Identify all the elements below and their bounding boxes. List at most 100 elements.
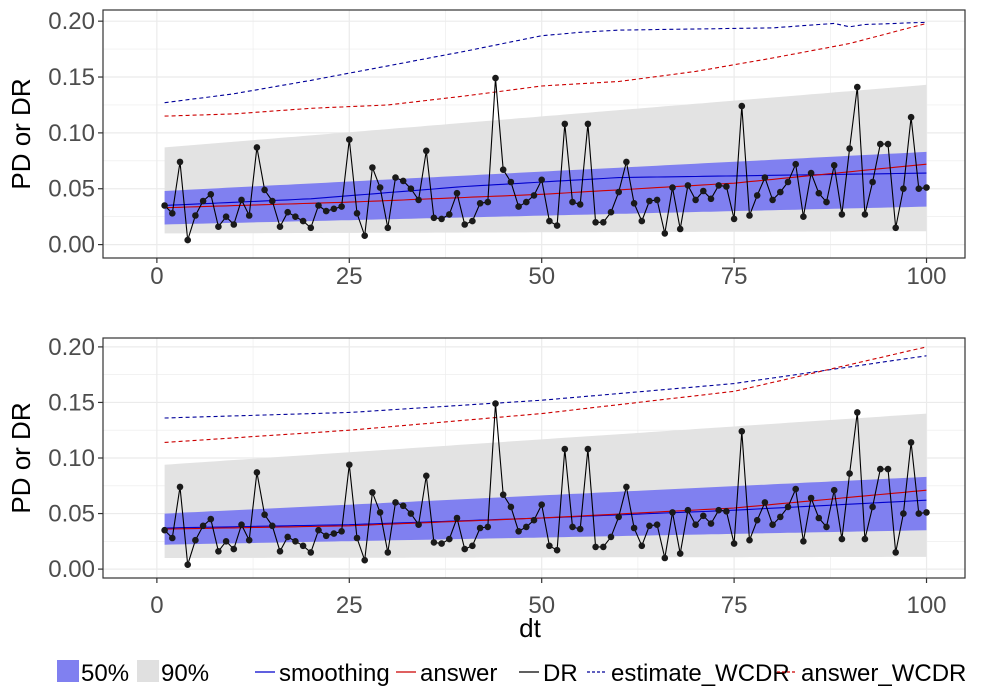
data-point [322,532,330,540]
x-tick-label: 25 [336,592,363,619]
x-tick-label: 0 [150,592,163,619]
data-point [353,210,361,217]
data-point [861,211,869,218]
x-tick-label: 75 [721,263,748,290]
data-point [453,189,461,197]
band-50 [164,476,927,545]
data-point [538,176,545,184]
data-point [523,523,530,531]
data-point [353,534,361,542]
series-line-answer_WCDR [164,346,927,443]
x-tick-label: 25 [336,263,363,290]
data-point [569,198,576,206]
data-point [346,136,353,143]
y-axis-label: PD or DR [6,78,36,189]
data-point [338,203,345,210]
legend-label: answer_WCDR [801,660,966,687]
data-point [392,174,399,181]
legend-item-answer_WCDR: answer_WCDR [777,660,966,687]
legend-key-50% [57,660,79,682]
data-point [646,197,653,205]
series-line-estimate_WCDR [164,355,927,419]
legend-label: DR [543,660,578,687]
data-point [461,221,469,228]
x-tick-label: 50 [528,592,555,619]
data-point [430,539,438,546]
legend-label: smoothing [279,660,390,687]
data-point [546,542,553,550]
data-point [630,200,638,207]
data-point [700,187,707,195]
x-tick-label: 100 [906,263,946,290]
data-point [784,503,792,511]
data-point [900,510,907,517]
data-point [207,191,215,198]
data-point [777,513,784,521]
x-tick-label: 0 [150,263,163,290]
data-point [607,208,615,216]
legend-label: 90% [161,660,209,687]
data-point [399,177,407,185]
data-point [738,428,746,435]
data-point [676,225,684,233]
series-points-DR [161,74,930,244]
legend-key-90% [137,660,159,682]
data-point [553,222,561,229]
data-point [815,514,823,522]
series-line-estimate_WCDR [164,21,927,104]
y-tick-label: 0.20 [48,334,95,361]
data-point [707,520,715,527]
data-point [369,489,376,496]
data-point [184,236,191,244]
data-point [815,189,823,197]
y-tick-label: 0.05 [48,501,95,528]
data-point [469,542,476,550]
series-line-answer [164,163,927,209]
data-point [507,503,515,511]
y-tick-label: 0.15 [48,389,95,416]
data-point [623,483,630,491]
data-point [530,192,538,199]
series-line-DR [164,78,927,241]
data-point [877,140,884,148]
data-point [854,409,861,416]
data-point [877,465,884,473]
data-point [515,528,522,535]
data-point [369,164,376,171]
data-point [907,439,915,446]
data-point [846,145,853,152]
data-point [446,211,453,218]
data-point [661,230,669,237]
data-point [199,522,207,530]
data-point [923,184,930,191]
legend-item-estimate_WCDR: estimate_WCDR [587,660,790,687]
data-point [753,516,761,524]
data-point [692,196,699,204]
data-point [646,522,653,530]
data-point [715,182,722,189]
data-point [507,178,515,186]
data-point [176,483,184,491]
data-point [330,530,338,537]
data-point [615,188,622,196]
data-point [476,524,484,532]
data-point [284,533,292,541]
data-point [900,185,907,192]
data-point [761,174,769,181]
series-line-DR [164,403,927,565]
data-point [823,523,830,531]
data-point [230,545,238,553]
data-point [700,512,707,520]
data-point [169,534,176,542]
data-point [461,545,469,553]
data-point [423,147,430,155]
data-point [261,511,268,518]
data-point [222,213,230,220]
data-point [415,521,422,528]
y-tick-label: 0.00 [48,232,95,259]
data-point [615,513,622,521]
data-point [830,486,838,494]
data-point [492,400,499,407]
data-point [446,535,453,543]
data-point [245,536,253,544]
